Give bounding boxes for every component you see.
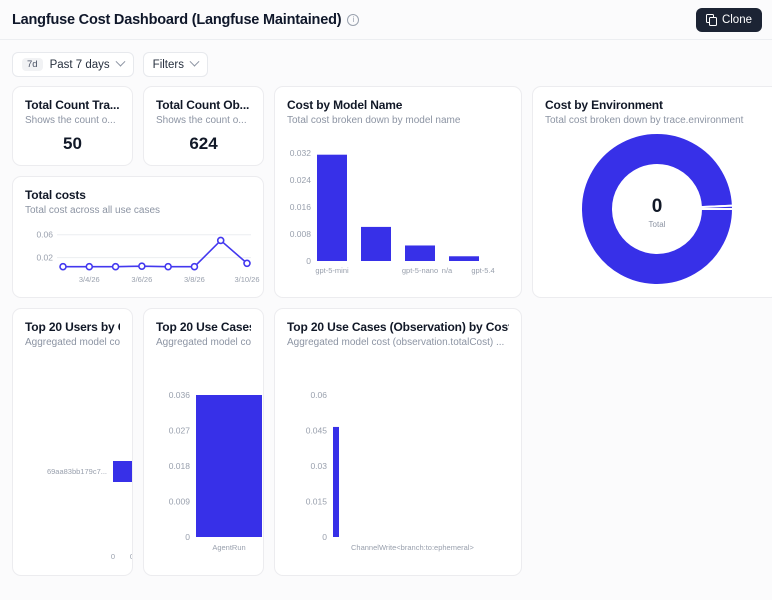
card-title: Total Count Ob... — [156, 98, 250, 112]
y-axis-tick-label: 0.036 — [169, 390, 191, 400]
data-point[interactable] — [138, 262, 146, 270]
y-axis-tick-label: 0.045 — [306, 426, 328, 436]
card-subtitle: Shows the count o... — [156, 115, 247, 126]
y-axis-tick-label: 0 — [185, 532, 190, 542]
y-axis-tick-label: 0.06 — [310, 390, 327, 400]
y-axis-tick-label: 0.024 — [290, 175, 312, 185]
bar[interactable] — [405, 245, 435, 261]
x-axis-tick-label: 3/4/26 — [79, 275, 100, 284]
card-subtitle: Aggregated model cost (observation.total… — [25, 337, 120, 348]
filter-bar: 7d Past 7 days Filters — [0, 40, 772, 86]
filters-selector[interactable]: Filters — [142, 52, 208, 77]
data-point[interactable] — [243, 259, 251, 268]
data-point[interactable] — [111, 262, 120, 271]
clone-button[interactable]: Clone — [695, 7, 762, 32]
x-axis-tick-label: 3/10/26 — [234, 275, 259, 284]
card-title: Cost by Environment — [545, 98, 663, 112]
y-axis-tick-label: 0.018 — [169, 461, 191, 471]
chevron-down-icon — [189, 56, 200, 67]
bar[interactable] — [449, 256, 479, 261]
card-subtitle: Aggregated model cost (observation.total… — [287, 337, 505, 348]
card-title: Total costs — [25, 188, 86, 202]
y-axis-tick-label: 0.015 — [306, 497, 328, 507]
line-series — [63, 239, 248, 268]
chart-card-cost-by-model-name[interactable]: Cost by Model Name Total cost broken dow… — [274, 86, 522, 298]
x-axis-tick-label: gpt-5.4 — [471, 266, 494, 275]
y-axis-tick-label: 0 — [306, 256, 311, 266]
x-axis-tick-label: ChannelWrite<branch:to:ephemeral> — [351, 543, 474, 552]
y-axis-tick-label: 0.027 — [169, 426, 191, 436]
x-axis-tick-label: 3/6/26 — [131, 275, 152, 284]
donut-center-value: 0 — [652, 196, 663, 217]
bar[interactable] — [113, 461, 133, 482]
x-axis-tick-label: gpt-5-nano — [402, 266, 438, 275]
date-range-label: Past 7 days — [49, 58, 110, 71]
y-axis-tick-label: 0.06 — [36, 230, 53, 240]
x-axis-tick-label: 3/8/26 — [184, 275, 205, 284]
data-point[interactable] — [85, 262, 94, 271]
card-subtitle: Total cost across all use cases — [25, 205, 161, 216]
y-axis-tick-label: 0.02 — [36, 253, 53, 263]
app-header: Langfuse Cost Dashboard (Langfuse Mainta… — [0, 0, 772, 40]
card-subtitle: Shows the count o... — [25, 115, 116, 126]
filters-label: Filters — [152, 58, 184, 71]
bar[interactable] — [361, 226, 391, 261]
copy-icon — [705, 14, 718, 26]
donut-slice[interactable] — [699, 204, 735, 210]
chart-card-cost-by-environment[interactable]: Cost by Environment Total cost broken do… — [532, 86, 772, 298]
y-axis-tick-label: 0.008 — [290, 229, 312, 239]
card-subtitle: Total cost broken down by model name — [287, 115, 461, 126]
y-axis-tick-label: 0.016 — [290, 202, 312, 212]
chart-card-top-20-users-by-cost[interactable]: Top 20 Users by Cost Aggregated model co… — [12, 308, 133, 576]
y-axis-tick-label: 0.009 — [169, 497, 191, 507]
data-point[interactable] — [190, 262, 199, 271]
clone-button-label: Clone — [721, 13, 752, 26]
card-title: Cost by Model Name — [287, 98, 403, 112]
bar-chart-cost-by-model-name: 0 0.008 0.016 0.024 0.032 gpt-5-mini gpt-5-nan… — [275, 133, 521, 293]
x-axis-tick-label: 0 — [111, 552, 115, 561]
bar[interactable] — [333, 426, 339, 537]
bar[interactable] — [317, 154, 347, 261]
card-title: Top 20 Users by Cost — [25, 320, 120, 334]
chart-card-total-costs[interactable]: Total costs Total cost across all use ca… — [12, 176, 264, 298]
card-title: Top 20 Use Cases (Trace) by Cost — [156, 320, 251, 334]
metric-value: 50 — [63, 134, 82, 153]
data-point[interactable] — [59, 262, 67, 271]
line-chart-total-costs: 0.02 0.06 3/4/26 3/6/26 3/8/26 3/10/26 — [13, 223, 263, 295]
x-axis-tick-label: 0.015 — [130, 552, 133, 561]
metric-card-total-count-traces[interactable]: Total Count Tra... Shows the count o... … — [12, 86, 133, 166]
y-axis-tick-label: 0 — [322, 532, 327, 542]
y-axis-tick-label: 69aa83bb179c7... — [47, 467, 107, 476]
card-title: Top 20 Use Cases (Observation) by Cost — [287, 320, 509, 334]
donut-center-label: Total — [649, 220, 666, 229]
metric-value: 624 — [189, 134, 218, 153]
page-title: Langfuse Cost Dashboard (Langfuse Mainta… — [12, 11, 342, 28]
dashboard-grid: Total Count Tra... Shows the count o... … — [0, 86, 772, 576]
info-icon[interactable]: i — [347, 13, 360, 26]
data-point[interactable] — [164, 262, 172, 271]
donut-chart-cost-by-environment: 0 Total — [533, 131, 772, 293]
bar-chart-top-use-cases-observation: 0 0.015 0.03 0.045 0.06 ChannelWrite<branch:t… — [275, 353, 521, 575]
chevron-down-icon — [115, 56, 126, 67]
x-axis-tick-label: AgentRun — [212, 543, 245, 552]
x-axis-tick-label: gpt-5-mini — [315, 266, 349, 275]
card-subtitle: Total cost broken down by trace.environm… — [545, 115, 744, 126]
metric-card-total-count-observations[interactable]: Total Count Ob... Shows the count o... 6… — [143, 86, 264, 166]
date-range-selector[interactable]: 7d Past 7 days — [12, 52, 134, 77]
card-subtitle: Aggregated model cost (observation.total… — [156, 337, 251, 348]
y-axis-tick-label: 0.03 — [310, 461, 327, 471]
card-title: Total Count Tra... — [25, 98, 120, 112]
date-range-badge: 7d — [22, 57, 43, 72]
y-axis-tick-label: 0.032 — [290, 148, 312, 158]
donut-slice[interactable] — [580, 132, 735, 286]
bar[interactable] — [196, 395, 262, 537]
chart-card-top-20-use-cases-trace[interactable]: Top 20 Use Cases (Trace) by Cost Aggrega… — [143, 308, 264, 576]
data-point[interactable] — [216, 236, 225, 245]
x-axis-tick-label: n/a — [442, 266, 453, 275]
chart-card-top-20-use-cases-observation[interactable]: Top 20 Use Cases (Observation) by Cost A… — [274, 308, 522, 576]
